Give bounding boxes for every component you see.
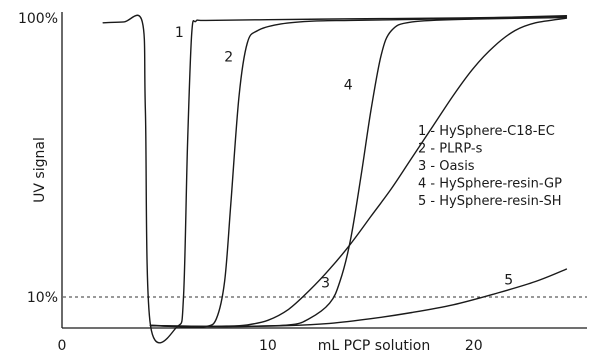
y-axis-label: UV signal bbox=[32, 137, 48, 203]
axes bbox=[61, 12, 587, 329]
legend: 1 - HySphere-C18-EC 2 - PLRP-s 3 - Oasis 4 … bbox=[418, 124, 562, 209]
tick-labels: 0 10 20 10% 100% bbox=[18, 11, 483, 354]
legend-entry: 2 - PLRP-s bbox=[418, 142, 483, 157]
series-curve-5 bbox=[149, 268, 568, 328]
y-tick-label: 100% bbox=[18, 11, 58, 27]
x-tick-label: 0 bbox=[58, 338, 67, 354]
series-curve-2 bbox=[149, 15, 568, 328]
x-tick-label: 10 bbox=[259, 338, 277, 354]
legend-entry: 1 - HySphere-C18-EC bbox=[418, 124, 555, 139]
curve-number-label: 2 bbox=[224, 50, 233, 66]
y-tick-label: 10% bbox=[27, 290, 58, 306]
curve-number-label: 4 bbox=[344, 77, 353, 93]
x-tick-label: 20 bbox=[465, 338, 483, 354]
series-curve-3 bbox=[149, 17, 568, 328]
series-curve-4 bbox=[149, 16, 568, 328]
legend-entry: 3 - Oasis bbox=[418, 159, 475, 174]
x-axis-label: mL PCP solution bbox=[318, 338, 430, 354]
curve-number-label: 3 bbox=[321, 276, 330, 292]
curve-number-label: 5 bbox=[504, 273, 513, 289]
series-curve-1 bbox=[102, 14, 568, 344]
series-group bbox=[102, 14, 568, 344]
legend-entry: 4 - HySphere-resin-GP bbox=[418, 177, 562, 192]
legend-entry: 5 - HySphere-resin-SH bbox=[418, 194, 562, 209]
curve-labels: 1 2 3 4 5 bbox=[175, 25, 513, 292]
curve-number-label: 1 bbox=[175, 25, 184, 41]
